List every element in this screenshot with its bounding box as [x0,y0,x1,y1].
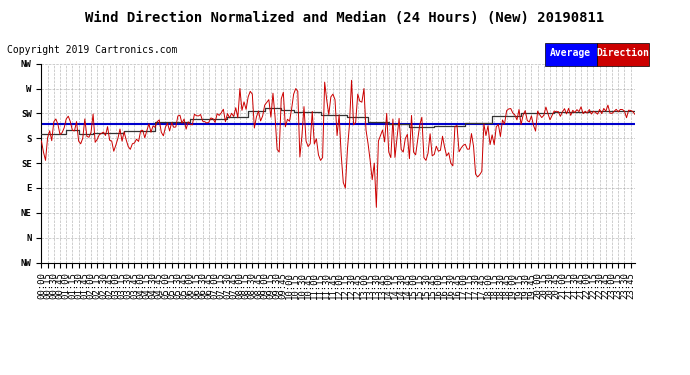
Text: Copyright 2019 Cartronics.com: Copyright 2019 Cartronics.com [7,45,177,55]
Text: Average: Average [550,48,591,58]
Text: Direction: Direction [596,48,649,58]
Text: Wind Direction Normalized and Median (24 Hours) (New) 20190811: Wind Direction Normalized and Median (24… [86,11,604,25]
